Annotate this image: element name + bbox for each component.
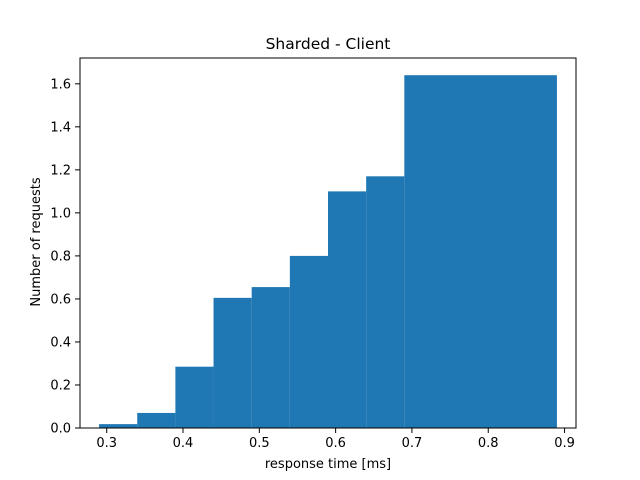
axes-group: 0.3 0.4 0.5 0.6 0.7 0.8 0.9 0.0 0.2 0.4 0.6 0.8 1.0 1… bbox=[50, 57, 577, 451]
x-tick-label: 0.4 bbox=[173, 436, 194, 451]
histogram-bar-9 bbox=[404, 75, 557, 429]
x-tick-label: 0.6 bbox=[325, 436, 346, 451]
y-tick-label: 0.8 bbox=[50, 249, 71, 264]
y-tick-label: 0.6 bbox=[50, 292, 71, 307]
histogram-bar-1 bbox=[99, 424, 138, 428]
x-tick-label: 0.7 bbox=[402, 436, 423, 451]
chart-title: Sharded - Client bbox=[266, 35, 391, 53]
x-tick-label: 0.9 bbox=[554, 436, 575, 451]
y-tick-label: 1.6 bbox=[50, 77, 71, 92]
histogram-bar-2 bbox=[137, 412, 176, 428]
histogram-bar-8 bbox=[366, 176, 405, 428]
y-tick-label: 1.4 bbox=[50, 120, 71, 135]
histogram-bar-3 bbox=[175, 366, 214, 428]
y-tick-label: 0.4 bbox=[50, 335, 71, 350]
y-tick-label: 1.0 bbox=[50, 206, 71, 221]
y-tick-label: 0.2 bbox=[50, 378, 71, 393]
y-tick-label: 1.2 bbox=[50, 163, 71, 178]
histogram-bar-5 bbox=[251, 287, 290, 428]
histogram-bar-6 bbox=[289, 255, 328, 428]
bars-group bbox=[99, 75, 557, 429]
x-tick-label: 0.8 bbox=[478, 436, 499, 451]
histogram-bar-7 bbox=[328, 191, 367, 428]
y-tick-label: 0.0 bbox=[50, 422, 71, 437]
x-tick-label: 0.3 bbox=[96, 436, 117, 451]
x-tick-label: 0.5 bbox=[249, 436, 270, 451]
histogram-bar-4 bbox=[213, 297, 252, 428]
y-axis-label: Number of requests bbox=[29, 177, 44, 306]
plot-frame bbox=[79, 57, 577, 429]
x-axis-label: response time [ms] bbox=[265, 457, 391, 472]
